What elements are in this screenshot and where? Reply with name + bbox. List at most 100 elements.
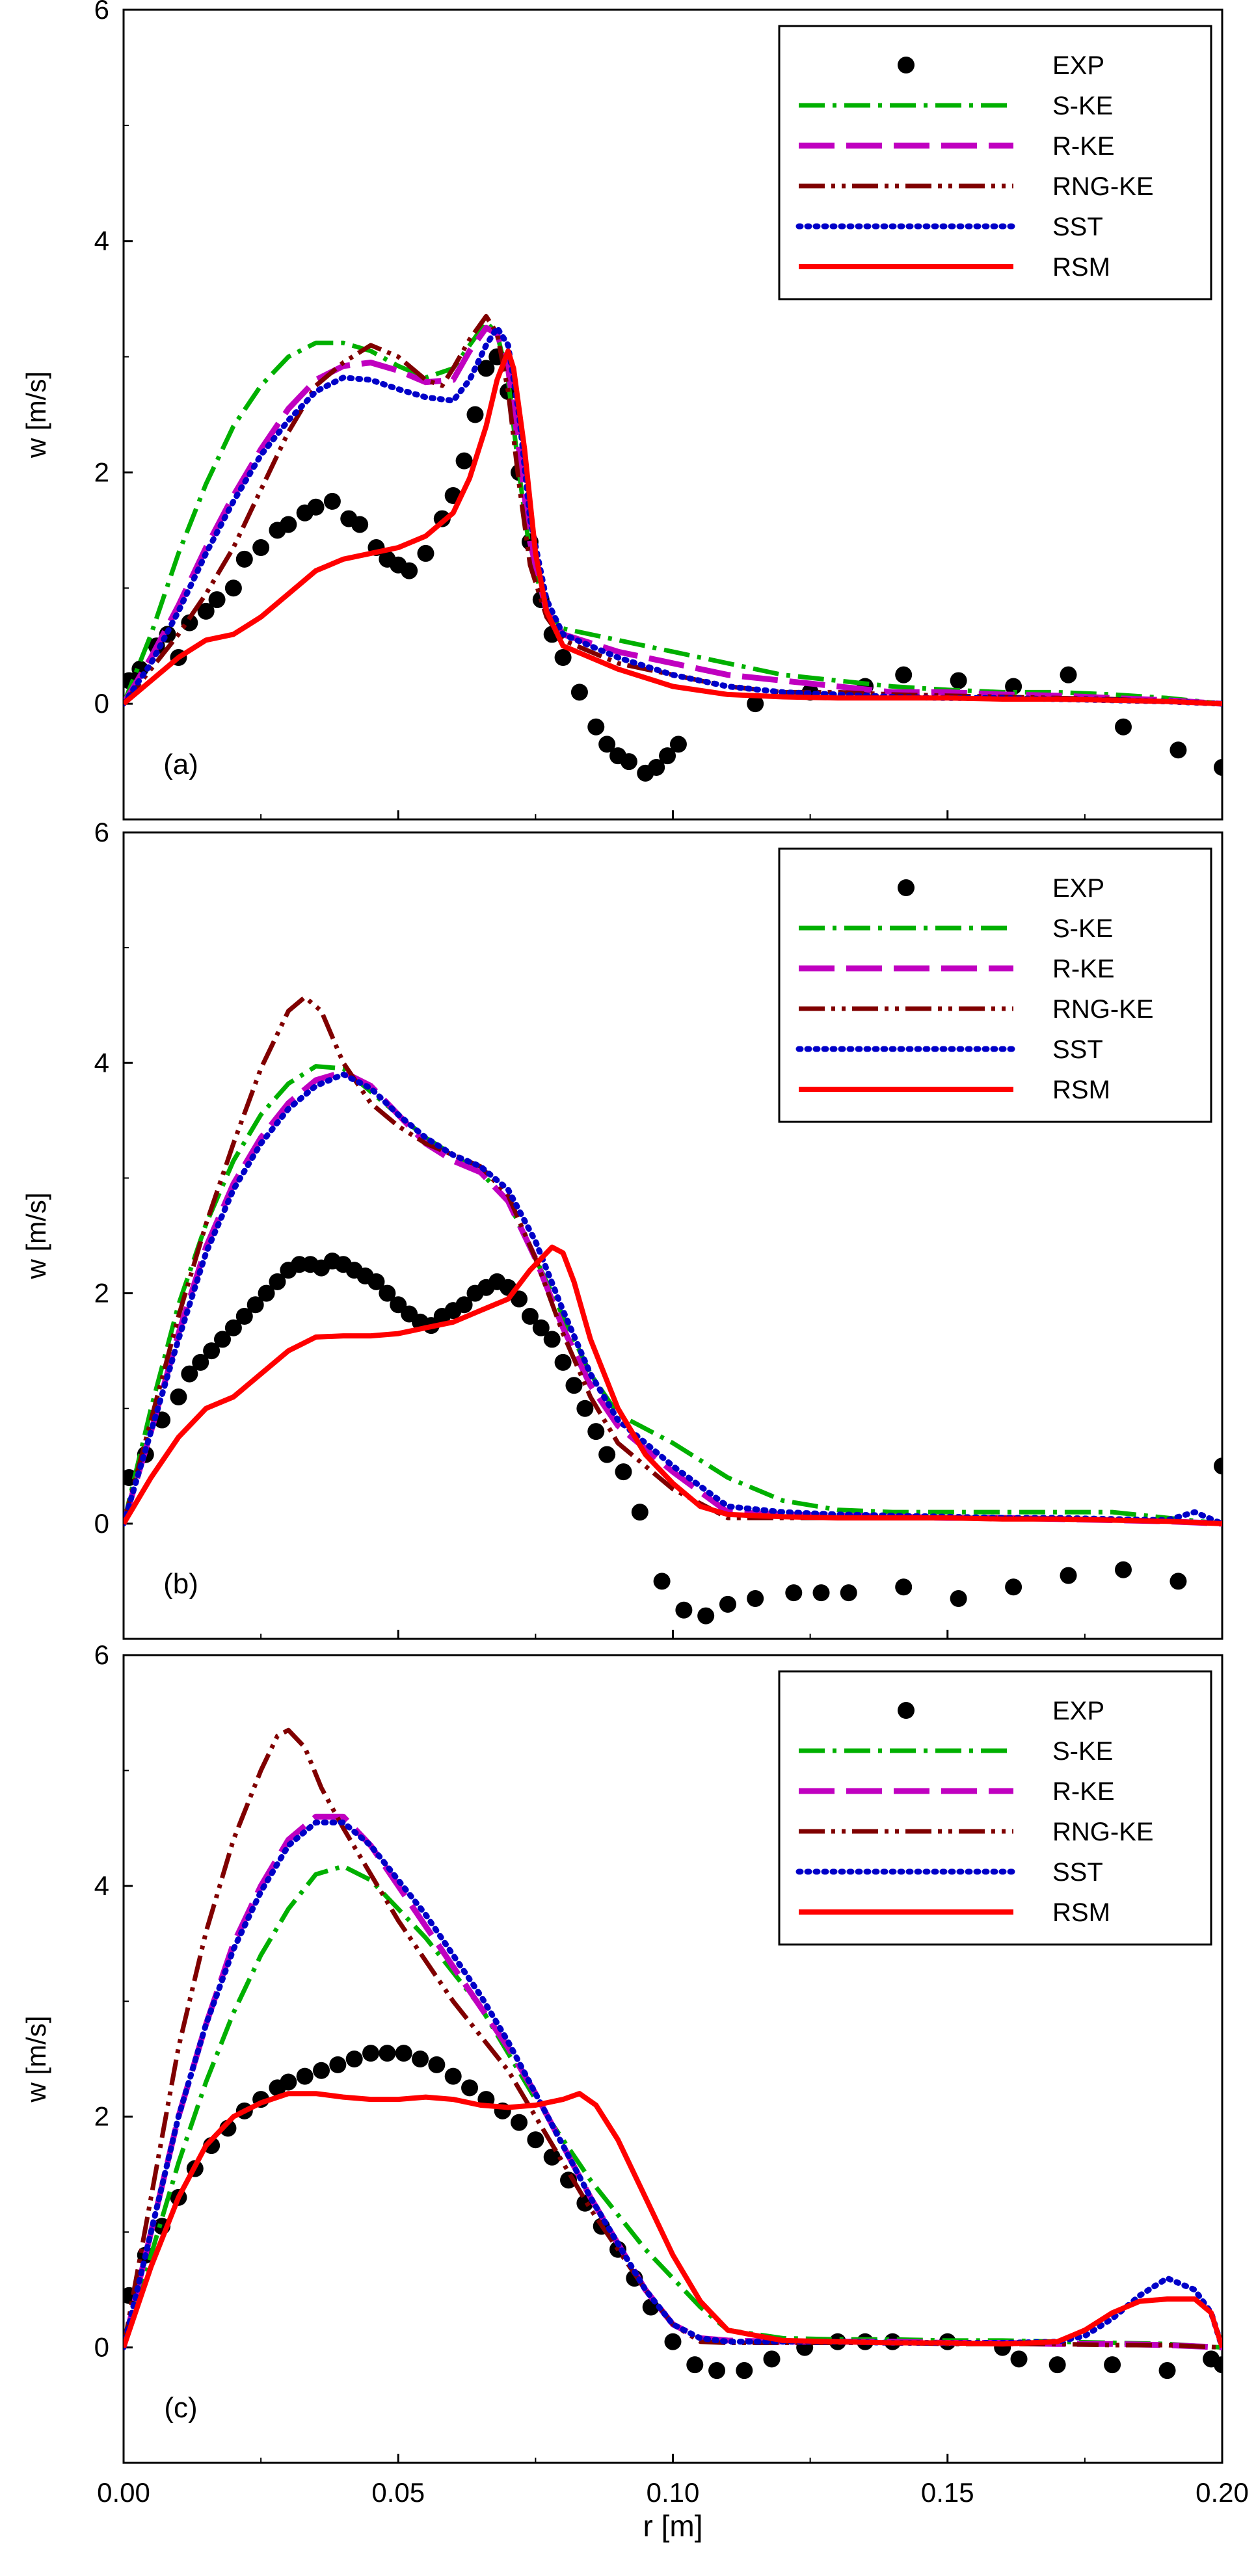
data-point: [1158, 2362, 1176, 2380]
data-point: [296, 2067, 314, 2085]
legend-label: EXP: [1052, 51, 1104, 80]
data-point: [669, 736, 687, 753]
legend: EXP S-KE R-KE RNG-KE SST RSM: [778, 1670, 1212, 1946]
data-point: [269, 1273, 286, 1290]
panel-label: (b): [163, 1568, 198, 1600]
data-point: [1005, 678, 1022, 695]
data-point: [203, 1342, 220, 1360]
series-line-r-ke: [124, 325, 1222, 707]
panel-a: w [m/s] (a) 0 2 4 6 EXP S-KE R-KE RNG-KE SST RSM: [21, 0, 1223, 821]
data-point: [631, 1504, 648, 1521]
legend-marker: [898, 1702, 915, 1719]
y-tick-label: 6: [94, 817, 109, 847]
data-point: [181, 1365, 198, 1383]
data-point: [329, 2056, 347, 2073]
data-point: [1010, 2350, 1028, 2368]
data-point: [1060, 666, 1077, 684]
y-tick-label: 0: [94, 2332, 109, 2363]
data-point: [587, 1423, 605, 1441]
data-point: [192, 1353, 209, 1371]
data-point: [554, 649, 572, 666]
plot-area: [124, 313, 1222, 782]
data-point: [214, 1331, 232, 1348]
y-tick-label: 4: [94, 226, 109, 256]
data-point: [543, 1331, 561, 1348]
data-point: [1214, 1457, 1222, 1475]
data-point: [554, 1353, 572, 1371]
y-tick-label: 2: [94, 1278, 109, 1308]
legend-box: [778, 847, 1212, 1123]
data-point: [747, 695, 764, 713]
data-point: [235, 550, 253, 568]
series-line-rsm: [124, 348, 1222, 707]
data-point: [675, 1601, 693, 1619]
data-point: [455, 1296, 473, 1314]
y-tick-label: 0: [94, 688, 109, 719]
series-line-s-ke: [124, 319, 1222, 706]
data-point: [664, 2333, 682, 2350]
series-line-sst: [124, 325, 1222, 707]
data-point: [208, 591, 226, 609]
legend-label: RNG-KE: [1052, 1818, 1154, 1846]
data-point: [1214, 2356, 1222, 2374]
data-point: [736, 2362, 753, 2380]
data-point: [532, 1319, 550, 1336]
y-tick-label: 6: [94, 1640, 109, 1670]
plot-area: [124, 994, 1222, 1625]
series-line-rsm: [124, 1244, 1222, 1526]
panel-label: (c): [164, 2392, 197, 2424]
x-tick-label: 0.20: [1196, 2477, 1249, 2508]
legend-label: RNG-KE: [1052, 995, 1154, 1024]
series-line-sst: [124, 1819, 1222, 2351]
data-point: [235, 1308, 253, 1325]
data-point: [197, 602, 215, 620]
data-point: [895, 666, 913, 684]
data-point: [362, 2045, 380, 2062]
y-axis-label: w [m/s]: [21, 1193, 51, 1280]
data-point: [620, 753, 637, 771]
data-point: [587, 718, 605, 736]
data-point: [323, 492, 341, 510]
data-point: [258, 1284, 275, 1302]
data-point: [719, 1595, 736, 1613]
data-point: [653, 1573, 671, 1590]
data-point: [543, 2148, 561, 2166]
data-point: [1214, 758, 1222, 776]
data-point: [659, 747, 676, 765]
data-point: [247, 1296, 264, 1314]
data-point: [1169, 741, 1187, 759]
data-point: [280, 2073, 297, 2091]
y-tick-label: 6: [94, 0, 109, 25]
legend-box: [778, 25, 1212, 300]
data-point: [401, 562, 418, 579]
data-point: [1005, 1578, 1022, 1596]
data-point: [307, 498, 325, 516]
data-point: [477, 360, 495, 377]
y-tick-label: 2: [94, 457, 109, 487]
legend-box: [778, 1670, 1212, 1946]
data-point: [840, 1584, 857, 1602]
legend-label: EXP: [1052, 874, 1104, 903]
data-point: [576, 1400, 594, 1417]
legend-label: RNG-KE: [1052, 172, 1154, 201]
y-axis-label: w [m/s]: [21, 371, 51, 458]
legend-label: SST: [1052, 1858, 1103, 1887]
data-point: [379, 2045, 396, 2062]
data-point: [1114, 1561, 1132, 1578]
data-point: [697, 1607, 715, 1625]
series-exp: [124, 1252, 1222, 1625]
series-line-r-ke: [124, 1069, 1222, 1527]
data-point: [686, 2356, 704, 2374]
y-tick-label: 4: [94, 1870, 109, 1901]
legend-label: R-KE: [1052, 132, 1115, 161]
data-point: [521, 1308, 539, 1325]
x-tick-label: 0.05: [371, 2477, 425, 2508]
data-point: [412, 2051, 429, 2067]
data-point: [395, 2045, 412, 2062]
x-tick-label: 0.10: [647, 2477, 700, 2508]
panel-c: w [m/s] (c) 0 2 4 6 0.00 0.05 0.10 0.15 0.20 EXP S…: [21, 1640, 1249, 2508]
data-point: [466, 406, 484, 423]
legend-label: RSM: [1052, 1076, 1110, 1104]
data-point: [351, 516, 369, 533]
